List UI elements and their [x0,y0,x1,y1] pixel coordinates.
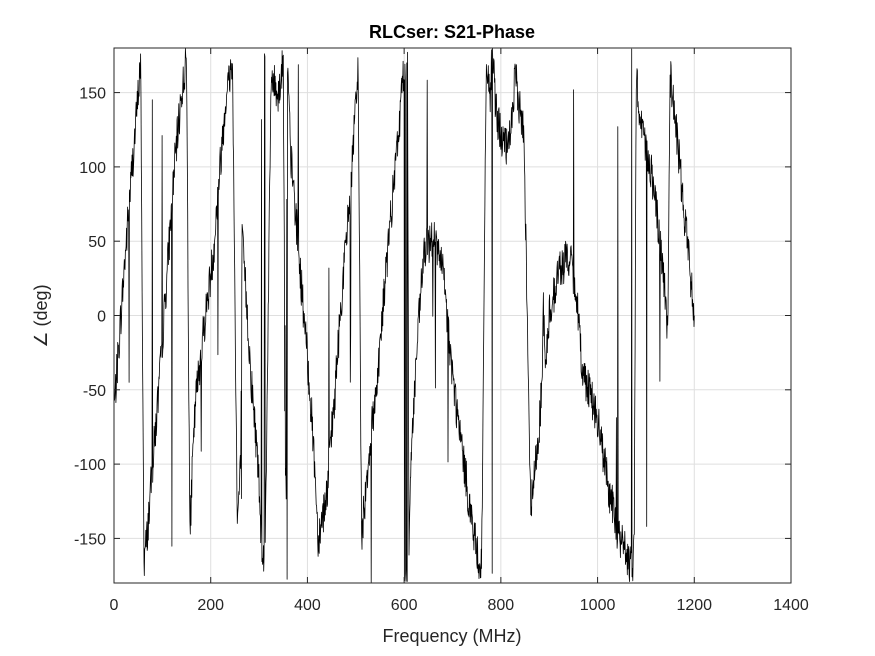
series-group [114,47,695,583]
y-tick-label: -150 [74,531,106,548]
x-tick-label: 1400 [773,597,809,614]
y-tick-label: 100 [79,160,106,177]
x-axis-label: Frequency (MHz) [382,626,521,646]
phase-series-line [114,47,695,583]
x-tick-label: 0 [110,597,119,614]
chart-title: RLCser: S21-Phase [369,22,535,42]
y-axis-ticks: -150 -100 -50 0 50 100 150 [74,86,791,548]
x-tick-label: 1200 [676,597,712,614]
y-tick-label: 50 [88,234,106,251]
y-tick-label: 0 [97,309,106,326]
y-tick-label: -100 [74,457,106,474]
x-tick-label: 1000 [580,597,616,614]
x-axis-ticks: 0 200 400 600 800 1000 1200 1400 [110,48,809,614]
x-tick-label: 400 [294,597,321,614]
x-tick-label: 600 [391,597,418,614]
y-axis-label: ∠ (deg) [31,284,51,347]
x-tick-label: 200 [197,597,224,614]
y-tick-label: -50 [83,383,106,400]
x-tick-label: 800 [488,597,515,614]
y-tick-label: 150 [79,86,106,103]
